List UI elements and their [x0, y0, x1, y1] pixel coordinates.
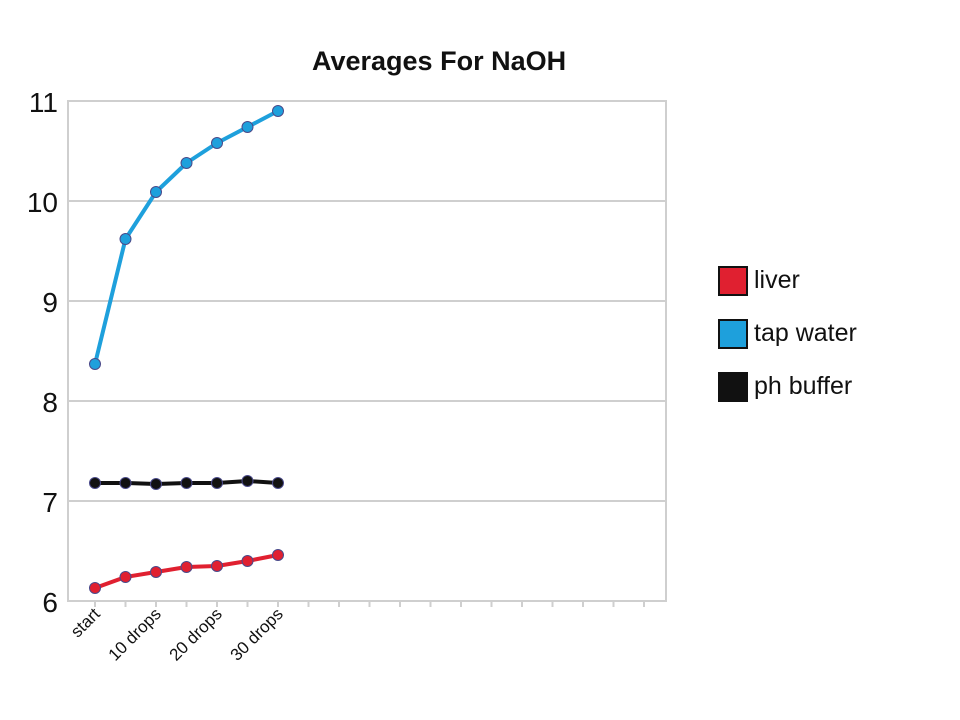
data-point	[211, 560, 223, 572]
legend-item-ph-buffer: ph buffer	[718, 360, 857, 413]
data-point	[180, 477, 193, 489]
data-point	[272, 477, 284, 489]
x-tick-label: start	[67, 604, 104, 641]
y-axis: 6 7 8 9 10 11	[27, 87, 58, 618]
data-point	[119, 477, 132, 489]
legend-label-ph-buffer: ph buffer	[754, 372, 853, 400]
legend-swatch-liver	[718, 265, 748, 296]
data-point	[180, 561, 193, 573]
legend-item-tap-water: tap water	[718, 307, 857, 360]
y-tick-label: 8	[42, 387, 58, 418]
data-point	[89, 582, 101, 594]
data-point	[211, 477, 223, 489]
data-point	[241, 121, 254, 133]
data-point	[211, 137, 223, 149]
legend-label-tap-water: tap water	[754, 319, 857, 347]
x-tick-label: 30 drops	[227, 604, 287, 664]
y-tick-label: 6	[42, 587, 58, 618]
y-tick-label: 7	[42, 487, 58, 518]
legend-item-liver: liver	[718, 254, 857, 307]
data-point	[89, 358, 101, 370]
x-axis: start 10 drops 20 drops 30 drops	[67, 604, 287, 664]
x-tick-label: 20 drops	[166, 604, 226, 664]
data-point	[119, 233, 132, 245]
data-point	[272, 549, 284, 561]
plot-frame	[67, 100, 667, 602]
legend: liver tap water ph buffer	[718, 254, 857, 413]
chart-title: Averages For NaOH	[312, 46, 567, 76]
data-point	[150, 478, 162, 490]
series-layer	[89, 105, 284, 594]
data-point	[89, 477, 101, 489]
x-tick-label: 10 drops	[105, 604, 165, 664]
series-ph-buffer	[89, 475, 284, 490]
series-liver	[89, 549, 284, 594]
grid	[67, 100, 667, 607]
data-point	[272, 105, 284, 117]
data-point	[180, 157, 193, 169]
y-tick-label: 10	[27, 187, 58, 218]
data-point	[241, 475, 254, 487]
legend-swatch-tap-water	[718, 318, 748, 349]
series-tap-water	[89, 105, 284, 370]
data-point	[241, 555, 254, 567]
data-point	[150, 186, 162, 198]
y-tick-label: 11	[29, 87, 58, 118]
legend-swatch-ph-buffer	[718, 371, 748, 402]
y-tick-label: 9	[42, 287, 58, 318]
data-point	[119, 571, 132, 583]
legend-label-liver: liver	[754, 266, 800, 294]
data-point	[150, 566, 162, 578]
